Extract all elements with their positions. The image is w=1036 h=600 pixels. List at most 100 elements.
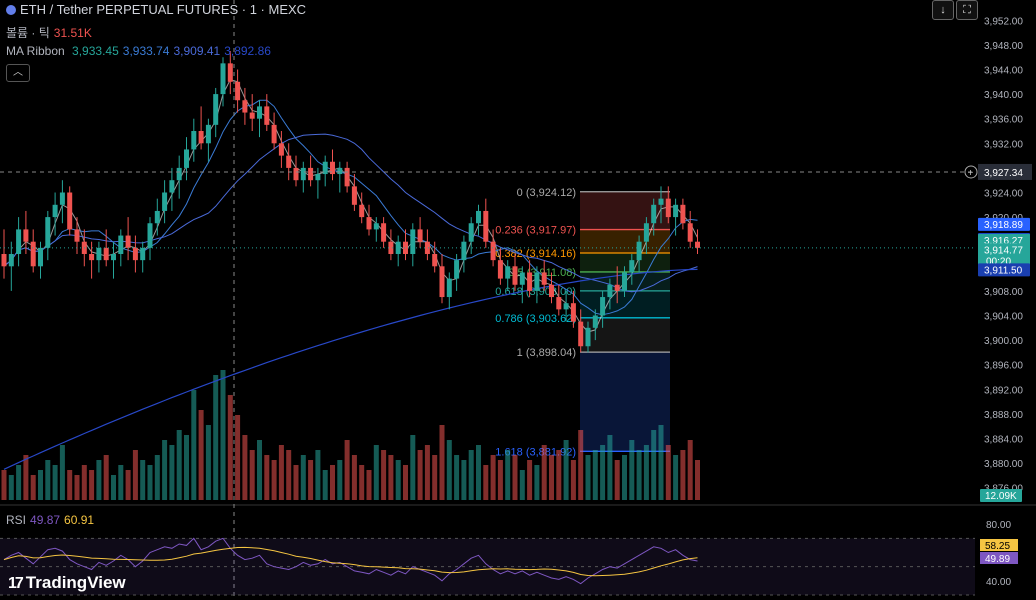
fib-zone-0 [580, 191, 670, 230]
price-tick-label: 3,948.00 [984, 41, 1023, 52]
volume-value: 31.51K [53, 26, 92, 40]
fullscreen-button[interactable]: ⛶ [956, 0, 978, 20]
eth-logo-icon [6, 5, 16, 15]
price-tick-label: 3,888.00 [984, 410, 1023, 421]
volume-bar [687, 440, 693, 500]
volume-bar [651, 430, 657, 500]
volume-bar [592, 450, 598, 500]
candle-body [67, 192, 73, 230]
ma-ribbon-values: 3,933.45 3,933.74 3,909.41 3,892.86 [72, 44, 275, 58]
price-tick-label: 3,952.00 [984, 16, 1023, 27]
candle-body [300, 167, 306, 181]
volume-bar [111, 475, 116, 500]
volume-bar [680, 450, 686, 500]
volume-bar [154, 455, 160, 500]
candle-body [257, 106, 262, 119]
candle-body [468, 223, 474, 242]
volume-bar [629, 440, 635, 500]
volume-badge-bg [980, 489, 1022, 502]
candle-body [59, 192, 65, 205]
volume-bar [96, 460, 102, 500]
chevron-up-icon: ︿ [13, 67, 23, 78]
candle-body [410, 229, 416, 254]
volume-bar [81, 465, 87, 500]
volume-legend[interactable]: 볼륨 · 틱 31.51K [6, 24, 96, 41]
rsi-badge: 49.89 [985, 554, 1010, 565]
fib-zone-1 [580, 229, 670, 254]
volume-bar [132, 450, 138, 500]
price-marker-bg [978, 217, 1030, 231]
volume-bar [585, 455, 591, 500]
candle-body [322, 161, 328, 175]
price-marker-label: 3,914.77 [984, 245, 1023, 256]
candle-body [476, 210, 481, 224]
candle-body [622, 272, 627, 291]
candle-body [213, 94, 219, 125]
price-marker-label: 3,918.89 [984, 220, 1023, 231]
price-marker-bg [978, 263, 1030, 277]
candle-body [184, 149, 189, 168]
volume-bar [162, 440, 168, 500]
candle-body [424, 241, 430, 254]
candle-body [308, 167, 314, 181]
volume-bar [468, 450, 474, 500]
candle-body [519, 272, 525, 285]
symbol-legend[interactable]: ETH / Tether PERPETUAL FUTURES · 1 · MEX… [6, 2, 310, 17]
volume-bar [432, 455, 438, 500]
volume-bar [23, 455, 29, 500]
rsi-legend[interactable]: RSI 49.87 60.91 [6, 513, 98, 527]
candle-body [242, 100, 248, 113]
volume-bar [278, 445, 284, 500]
volume-bar [505, 450, 511, 500]
volume-bar [607, 435, 613, 500]
price-axis[interactable]: 3,952.00 3,948.00 3,944.00 3,940.00 3,936.00… [964, 16, 1032, 588]
candlestick-series [1, 51, 700, 353]
candle-body [541, 272, 547, 285]
candle-body [154, 210, 160, 224]
candle-body [578, 321, 584, 347]
download-button[interactable]: ↓ [932, 0, 954, 20]
volume-bar [322, 470, 328, 500]
volume-bar [490, 455, 496, 500]
candle-body [388, 241, 394, 254]
candle-body [417, 229, 423, 242]
volume-bar [636, 450, 642, 500]
countdown-label: 00:20 [986, 256, 1011, 267]
fib-level-label-0: 0 (3,924.12) [517, 187, 576, 199]
candle-body [271, 124, 277, 144]
candle-body [147, 223, 153, 248]
candle-body [162, 192, 168, 211]
volume-bar [541, 445, 547, 500]
candle-body [687, 223, 693, 242]
candle-body [585, 327, 591, 347]
volume-bar [205, 425, 211, 500]
candle-body [38, 247, 43, 267]
candle-body [1, 254, 7, 267]
volume-bar [293, 465, 299, 500]
candle-body [592, 315, 598, 328]
volume-bar [519, 470, 525, 500]
crosshair [0, 0, 975, 600]
candle-body [366, 217, 372, 230]
candle-body [249, 112, 255, 119]
volume-bar [578, 430, 584, 500]
price-marker-label: 3,916.27 [984, 236, 1023, 247]
candle-body [191, 131, 197, 150]
candle-body [315, 174, 321, 181]
price-tick-label: 3,884.00 [984, 435, 1023, 446]
volume-bars [1, 370, 700, 500]
collapse-legend-button[interactable]: ︿ [6, 64, 30, 82]
volume-bar [483, 465, 489, 500]
candle-body [695, 241, 700, 248]
ma-ribbon-label: MA Ribbon [6, 44, 65, 58]
volume-bar [461, 460, 467, 500]
candle-body [45, 217, 51, 248]
fib-zone-6 [580, 352, 670, 452]
volume-bar [103, 455, 109, 500]
volume-bar [658, 425, 664, 500]
candle-body [549, 284, 554, 298]
ma-ribbon-legend[interactable]: MA Ribbon 3,933.45 3,933.74 3,909.41 3,892.… [6, 44, 279, 58]
candle-body [16, 229, 22, 254]
candle-body [176, 167, 182, 181]
